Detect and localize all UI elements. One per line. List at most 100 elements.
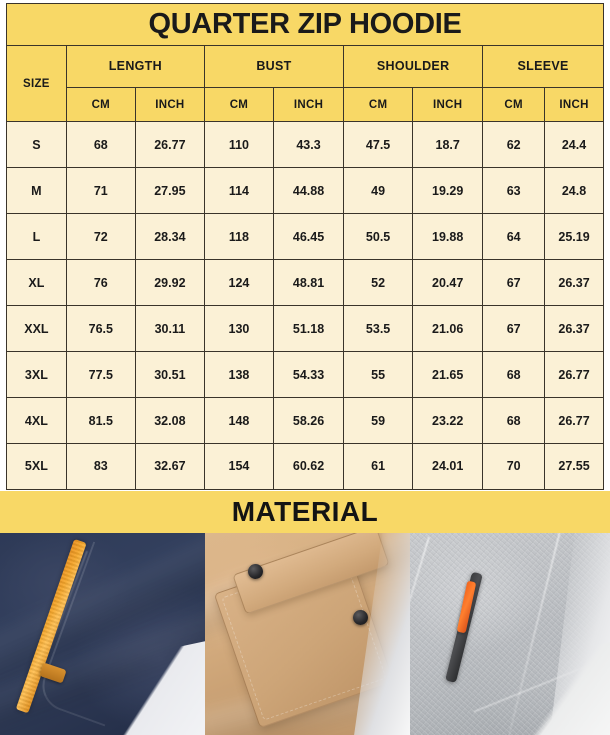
cell-sleeve-cm: 70	[482, 442, 546, 491]
cell-bust-inch: 46.45	[272, 213, 345, 261]
cell-size: 5XL	[6, 442, 67, 491]
table-row: XL 76 29.92 124 48.81 52 20.47 67 26.37	[6, 259, 604, 307]
cell-size: S	[6, 121, 67, 169]
cell-bust-inch: 51.18	[272, 305, 345, 353]
cell-bust-inch: 60.62	[272, 442, 345, 491]
cell-shoulder-cm: 53.5	[343, 305, 414, 353]
column-group-sleeve: SLEEVE	[482, 44, 604, 88]
cell-shoulder-cm: 52	[343, 259, 414, 307]
unit-header-length-inch: INCH	[134, 86, 205, 123]
photo-khaki-cargo-pocket-snap-detail	[205, 533, 410, 735]
cell-sleeve-inch: 25.19	[544, 213, 604, 261]
size-chart-table: QUARTER ZIP HOODIE SIZE LENGTH BUST SHOU…	[6, 3, 604, 491]
material-photo-strip	[0, 533, 610, 735]
cell-sleeve-cm: 64	[482, 213, 546, 261]
cell-length-cm: 71	[65, 167, 136, 215]
cell-bust-inch: 54.33	[272, 351, 345, 399]
cell-length-inch: 28.34	[134, 213, 205, 261]
cell-sleeve-inch: 26.37	[544, 305, 604, 353]
cell-shoulder-inch: 24.01	[412, 442, 484, 491]
snap-button-icon	[353, 610, 368, 625]
cell-length-inch: 30.51	[134, 351, 205, 399]
cell-shoulder-inch: 21.65	[412, 351, 484, 399]
cell-shoulder-inch: 18.7	[412, 121, 484, 169]
cell-length-cm: 68	[65, 121, 136, 169]
unit-header-row: CM INCH CM INCH CM INCH CM INCH	[7, 86, 604, 123]
cell-sleeve-inch: 24.8	[544, 167, 604, 215]
cell-sleeve-cm: 62	[482, 121, 546, 169]
cell-length-inch: 26.77	[134, 121, 205, 169]
cell-length-cm: 76	[65, 259, 136, 307]
cell-size: M	[6, 167, 67, 215]
photo-navy-quarter-zip-pocket-detail	[0, 533, 205, 735]
snap-button-icon	[248, 564, 263, 579]
cell-shoulder-inch: 21.06	[412, 305, 484, 353]
cell-bust-cm: 114	[203, 167, 274, 215]
group-header-row: SIZE LENGTH BUST SHOULDER SLEEVE	[6, 44, 604, 123]
cell-length-cm: 76.5	[65, 305, 136, 353]
cell-length-cm: 81.5	[65, 397, 136, 444]
cell-sleeve-inch: 27.55	[544, 442, 604, 491]
cell-shoulder-inch: 23.22	[412, 397, 484, 444]
cell-sleeve-inch: 26.77	[544, 351, 604, 399]
unit-header-shoulder-cm: CM	[343, 86, 414, 123]
material-banner: MATERIAL	[0, 491, 610, 533]
cell-shoulder-cm: 50.5	[343, 213, 414, 261]
cell-size: XXL	[6, 305, 67, 353]
cell-size: 3XL	[6, 351, 67, 399]
cell-size: XL	[6, 259, 67, 307]
cell-length-inch: 30.11	[134, 305, 205, 353]
cell-shoulder-inch: 20.47	[412, 259, 484, 307]
cell-length-inch: 27.95	[134, 167, 205, 215]
cell-bust-inch: 48.81	[272, 259, 345, 307]
column-group-bust: BUST	[203, 44, 345, 88]
cell-bust-inch: 43.3	[272, 121, 345, 169]
cell-shoulder-cm: 59	[343, 397, 414, 444]
cell-sleeve-cm: 68	[482, 351, 546, 399]
cell-sleeve-inch: 26.77	[544, 397, 604, 444]
column-group-shoulder: SHOULDER	[343, 44, 484, 88]
cell-length-inch: 32.67	[134, 442, 205, 491]
cell-bust-inch: 58.26	[272, 397, 345, 444]
cell-shoulder-cm: 47.5	[343, 121, 414, 169]
cell-sleeve-cm: 67	[482, 259, 546, 307]
cell-shoulder-inch: 19.88	[412, 213, 484, 261]
unit-header-bust-cm: CM	[203, 86, 274, 123]
unit-header-bust-inch: INCH	[272, 86, 345, 123]
cell-bust-cm: 124	[203, 259, 274, 307]
cell-sleeve-inch: 26.37	[544, 259, 604, 307]
cell-length-inch: 29.92	[134, 259, 205, 307]
cell-shoulder-cm: 49	[343, 167, 414, 215]
cell-sleeve-cm: 68	[482, 397, 546, 444]
cell-shoulder-inch: 19.29	[412, 167, 484, 215]
cell-bust-cm: 118	[203, 213, 274, 261]
cell-bust-inch: 44.88	[272, 167, 345, 215]
cell-length-cm: 72	[65, 213, 136, 261]
cell-bust-cm: 130	[203, 305, 274, 353]
column-header-size: SIZE	[6, 44, 67, 123]
cell-bust-cm: 110	[203, 121, 274, 169]
cell-bust-cm: 154	[203, 442, 274, 491]
table-row: XXL 76.5 30.11 130 51.18 53.5 21.06 67 2…	[6, 305, 604, 353]
table-row: 5XL 83 32.67 154 60.62 61 24.01 70 27.55	[6, 442, 604, 491]
cell-bust-cm: 148	[203, 397, 274, 444]
cell-sleeve-inch: 24.4	[544, 121, 604, 169]
unit-header-shoulder-inch: INCH	[412, 86, 484, 123]
unit-header-sleeve-inch: INCH	[544, 86, 604, 123]
unit-header-length-cm: CM	[65, 86, 136, 123]
cell-length-cm: 83	[65, 442, 136, 491]
cell-length-inch: 32.08	[134, 397, 205, 444]
table-row: M 71 27.95 114 44.88 49 19.29 63 24.8	[6, 167, 604, 215]
material-banner-label: MATERIAL	[231, 496, 379, 527]
size-table-container: QUARTER ZIP HOODIE SIZE LENGTH BUST SHOU…	[6, 3, 604, 491]
cell-size: L	[6, 213, 67, 261]
table-row: S 68 26.77 110 43.3 47.5 18.7 62 24.4	[6, 121, 604, 169]
cell-shoulder-cm: 61	[343, 442, 414, 491]
page-title: QUARTER ZIP HOODIE	[6, 3, 604, 46]
unit-header-sleeve-cm: CM	[482, 86, 546, 123]
cell-shoulder-cm: 55	[343, 351, 414, 399]
table-row: 4XL 81.5 32.08 148 58.26 59 23.22 68 26.…	[6, 397, 604, 444]
cell-bust-cm: 138	[203, 351, 274, 399]
table-row: 3XL 77.5 30.51 138 54.33 55 21.65 68 26.…	[6, 351, 604, 399]
